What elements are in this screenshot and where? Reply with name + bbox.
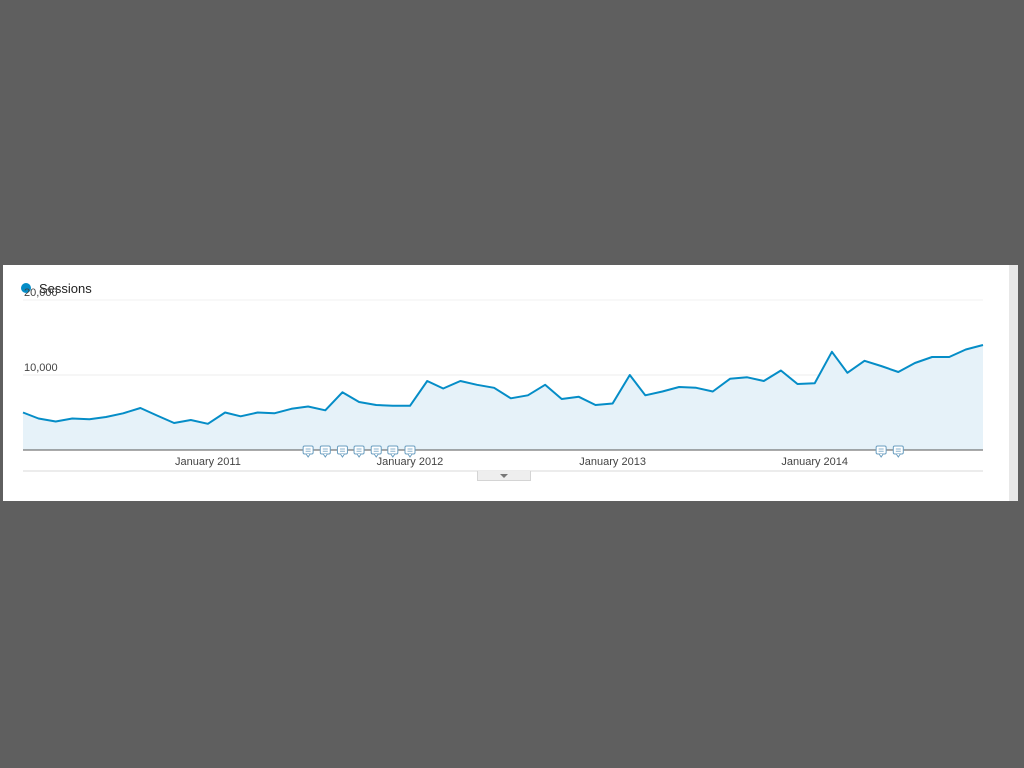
panel-edge: [1009, 265, 1018, 501]
y-tick-label: 20,000: [24, 287, 58, 299]
legend: Sessions: [21, 280, 92, 296]
x-axis-ticks: January 2011 January 2012 January 2013 Janu…: [175, 456, 848, 468]
chart-panel: Sessions 10,000 20,000 January 2011 Januar…: [3, 265, 1009, 501]
annotation-icon[interactable]: [404, 445, 416, 458]
y-axis-ticks: 10,000 20,000: [24, 287, 58, 374]
annotation-icon[interactable]: [370, 445, 382, 458]
annotation-icon[interactable]: [302, 445, 314, 458]
annotation-icon[interactable]: [336, 445, 348, 458]
sessions-line: [22, 344, 984, 425]
legend-dot-sessions: [21, 283, 31, 293]
annotations[interactable]: [302, 445, 904, 458]
chevron-down-icon: [500, 473, 508, 478]
x-tick-label: January 2011: [175, 456, 241, 468]
x-tick-label: January 2012: [377, 456, 444, 468]
x-tick-label: January 2013: [579, 456, 646, 468]
expand-annotations-button[interactable]: [477, 471, 531, 481]
annotation-icon[interactable]: [875, 445, 887, 458]
y-tick-label: 10,000: [24, 362, 58, 374]
x-tick-label: January 2014: [781, 456, 848, 468]
annotation-icon[interactable]: [319, 445, 331, 458]
annotation-icon[interactable]: [387, 445, 399, 458]
sessions-area: [23, 345, 983, 450]
annotation-icon[interactable]: [892, 445, 904, 458]
legend-label-sessions: Sessions: [39, 280, 92, 296]
annotation-icon[interactable]: [353, 445, 365, 458]
